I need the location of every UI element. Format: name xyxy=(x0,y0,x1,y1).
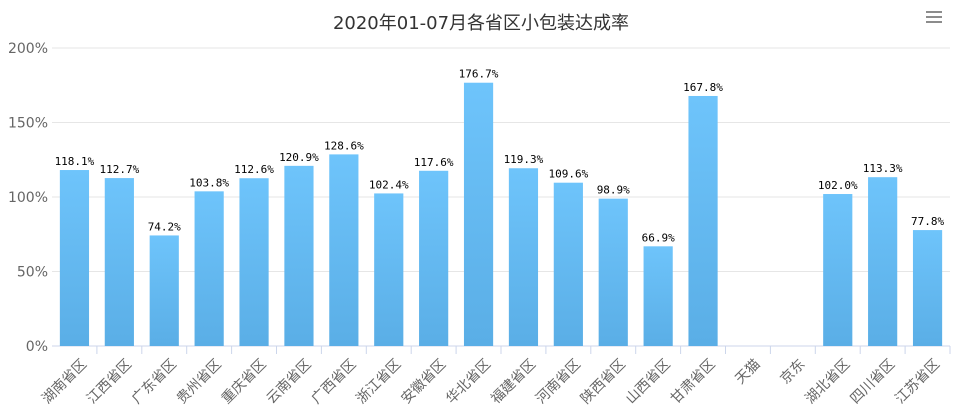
x-category-label: 天猫 xyxy=(732,356,763,387)
y-tick-label: 200% xyxy=(8,41,48,57)
x-category-label: 福建省区 xyxy=(488,356,539,405)
bar-华北省区[interactable] xyxy=(463,82,494,346)
chart-title: 2020年01-07月各省区小包装达成率 xyxy=(332,13,630,34)
y-tick-label: 50% xyxy=(17,265,48,281)
bar-安徽省区[interactable] xyxy=(419,170,449,346)
data-label: 167.8% xyxy=(683,81,723,94)
data-label: 109.6% xyxy=(548,168,588,181)
bar-重庆省区[interactable] xyxy=(239,178,269,346)
bar-湖北省区[interactable] xyxy=(823,194,853,346)
x-category-label: 重庆省区 xyxy=(219,356,270,405)
data-label: 66.9% xyxy=(642,231,675,244)
bar-浙江省区[interactable] xyxy=(374,193,404,346)
bar-河南省区[interactable] xyxy=(553,182,583,346)
data-label: 103.8% xyxy=(189,176,229,189)
bar-山西省区[interactable] xyxy=(643,246,673,346)
x-category-label: 广东省区 xyxy=(129,356,180,405)
x-category-label: 安徽省区 xyxy=(398,356,449,405)
x-category-label: 甘肃省区 xyxy=(668,356,719,405)
x-category-label: 云南省区 xyxy=(264,356,315,405)
data-label: 113.3% xyxy=(863,162,903,175)
x-category-label: 湖北省区 xyxy=(802,356,853,405)
bar-江苏省区[interactable] xyxy=(912,230,943,346)
bar-江西省区[interactable] xyxy=(104,178,134,346)
x-category-label: 浙江省区 xyxy=(353,356,404,405)
x-category-label: 广西省区 xyxy=(309,356,360,405)
bar-四川省区[interactable] xyxy=(868,177,898,346)
x-category-label: 山西省区 xyxy=(623,356,674,405)
bar-陕西省区[interactable] xyxy=(598,198,628,346)
bar-福建省区[interactable] xyxy=(508,168,539,346)
data-label: 119.3% xyxy=(504,153,544,166)
data-label: 77.8% xyxy=(911,215,944,228)
data-label: 117.6% xyxy=(414,156,454,169)
data-label: 102.0% xyxy=(818,179,858,192)
hamburger-menu-icon[interactable] xyxy=(926,11,942,25)
y-tick-label: 0% xyxy=(26,339,48,355)
x-category-label: 华北省区 xyxy=(443,356,494,405)
x-category-label: 湖南省区 xyxy=(39,356,90,405)
x-category-label: 江苏省区 xyxy=(892,356,943,405)
y-tick-label: 100% xyxy=(8,190,48,206)
x-category-label: 京东 xyxy=(777,356,808,387)
x-category-label: 陕西省区 xyxy=(578,356,629,405)
data-label: 176.7% xyxy=(459,68,499,81)
data-label: 128.6% xyxy=(324,139,364,152)
data-label: 112.7% xyxy=(99,163,139,176)
bar-湖南省区[interactable] xyxy=(59,170,90,346)
data-label: 112.6% xyxy=(234,163,274,176)
x-category-label: 贵州省区 xyxy=(174,356,225,405)
data-label: 98.9% xyxy=(597,184,630,197)
x-category-label: 河南省区 xyxy=(533,356,584,405)
bar-贵州省区[interactable] xyxy=(194,191,224,346)
x-category-label: 四川省区 xyxy=(847,356,898,405)
y-tick-label: 150% xyxy=(8,116,48,132)
data-label: 74.2% xyxy=(148,220,181,233)
data-label: 118.1% xyxy=(55,155,95,168)
bar-云南省区[interactable] xyxy=(284,165,314,346)
data-label: 120.9% xyxy=(279,151,319,164)
bar-甘肃省区[interactable] xyxy=(688,95,718,346)
data-label: 102.4% xyxy=(369,178,409,191)
bar-广西省区[interactable] xyxy=(329,154,359,346)
bar-广东省区[interactable] xyxy=(149,235,179,346)
x-category-label: 江西省区 xyxy=(84,356,135,405)
